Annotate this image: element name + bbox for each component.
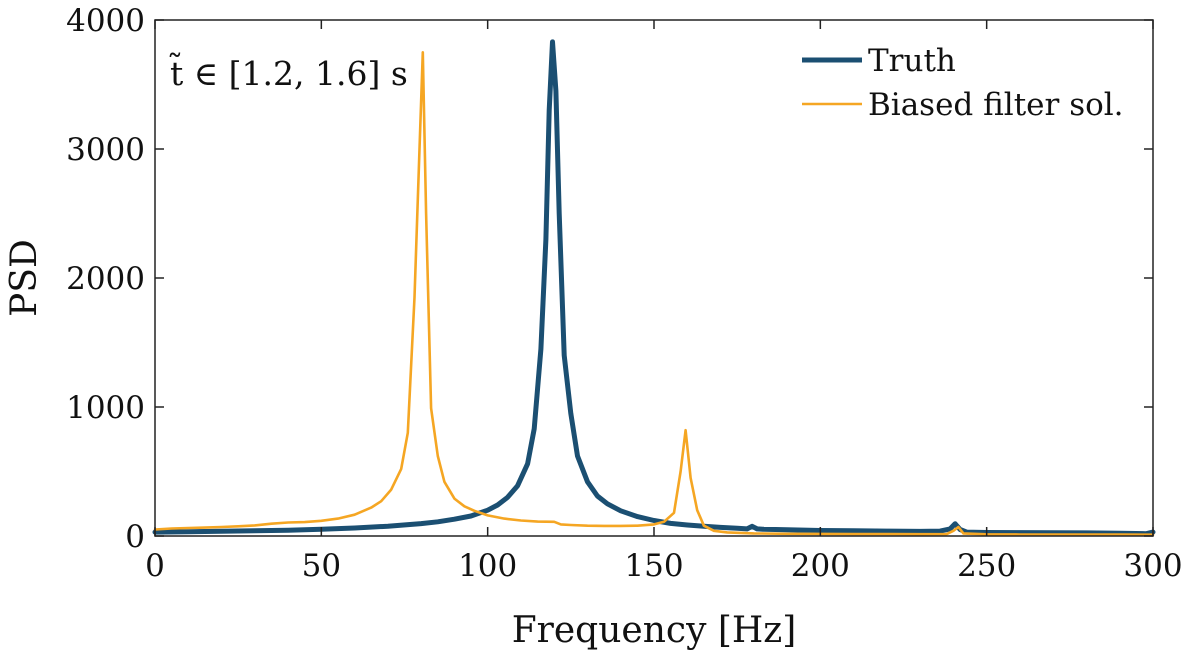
plot-area xyxy=(152,39,1156,537)
y-tick-label: 2000 xyxy=(66,261,145,297)
x-axis-title: Frequency [Hz] xyxy=(512,610,797,651)
legend-label-1: Biased filter sol. xyxy=(868,87,1124,123)
y-tick-label: 1000 xyxy=(66,390,145,426)
series-line-1 xyxy=(153,50,1155,537)
x-tick-label: 250 xyxy=(957,548,1016,584)
x-tick-label: 0 xyxy=(145,548,165,584)
series-line-0 xyxy=(152,39,1156,537)
y-axis-title: PSD xyxy=(4,239,45,317)
y-tick-label: 3000 xyxy=(66,132,145,168)
x-tick-label: 200 xyxy=(791,548,850,584)
y-tick-label: 4000 xyxy=(66,3,145,39)
time-window-annotation: t̃ ∈ [1.2, 1.6] s xyxy=(169,51,408,93)
x-tick-label: 100 xyxy=(458,548,517,584)
y-axis: 0 1000 2000 3000 4000 xyxy=(66,3,1153,555)
x-axis: 0 50 100 150 200 250 300 xyxy=(145,20,1183,584)
legend-label-0: Truth xyxy=(868,43,956,79)
x-tick-label: 300 xyxy=(1123,548,1182,584)
x-tick-label: 50 xyxy=(302,548,341,584)
y-tick-label: 0 xyxy=(125,519,145,555)
legend: Truth Biased filter sol. xyxy=(802,43,1124,123)
x-tick-label: 150 xyxy=(624,548,683,584)
